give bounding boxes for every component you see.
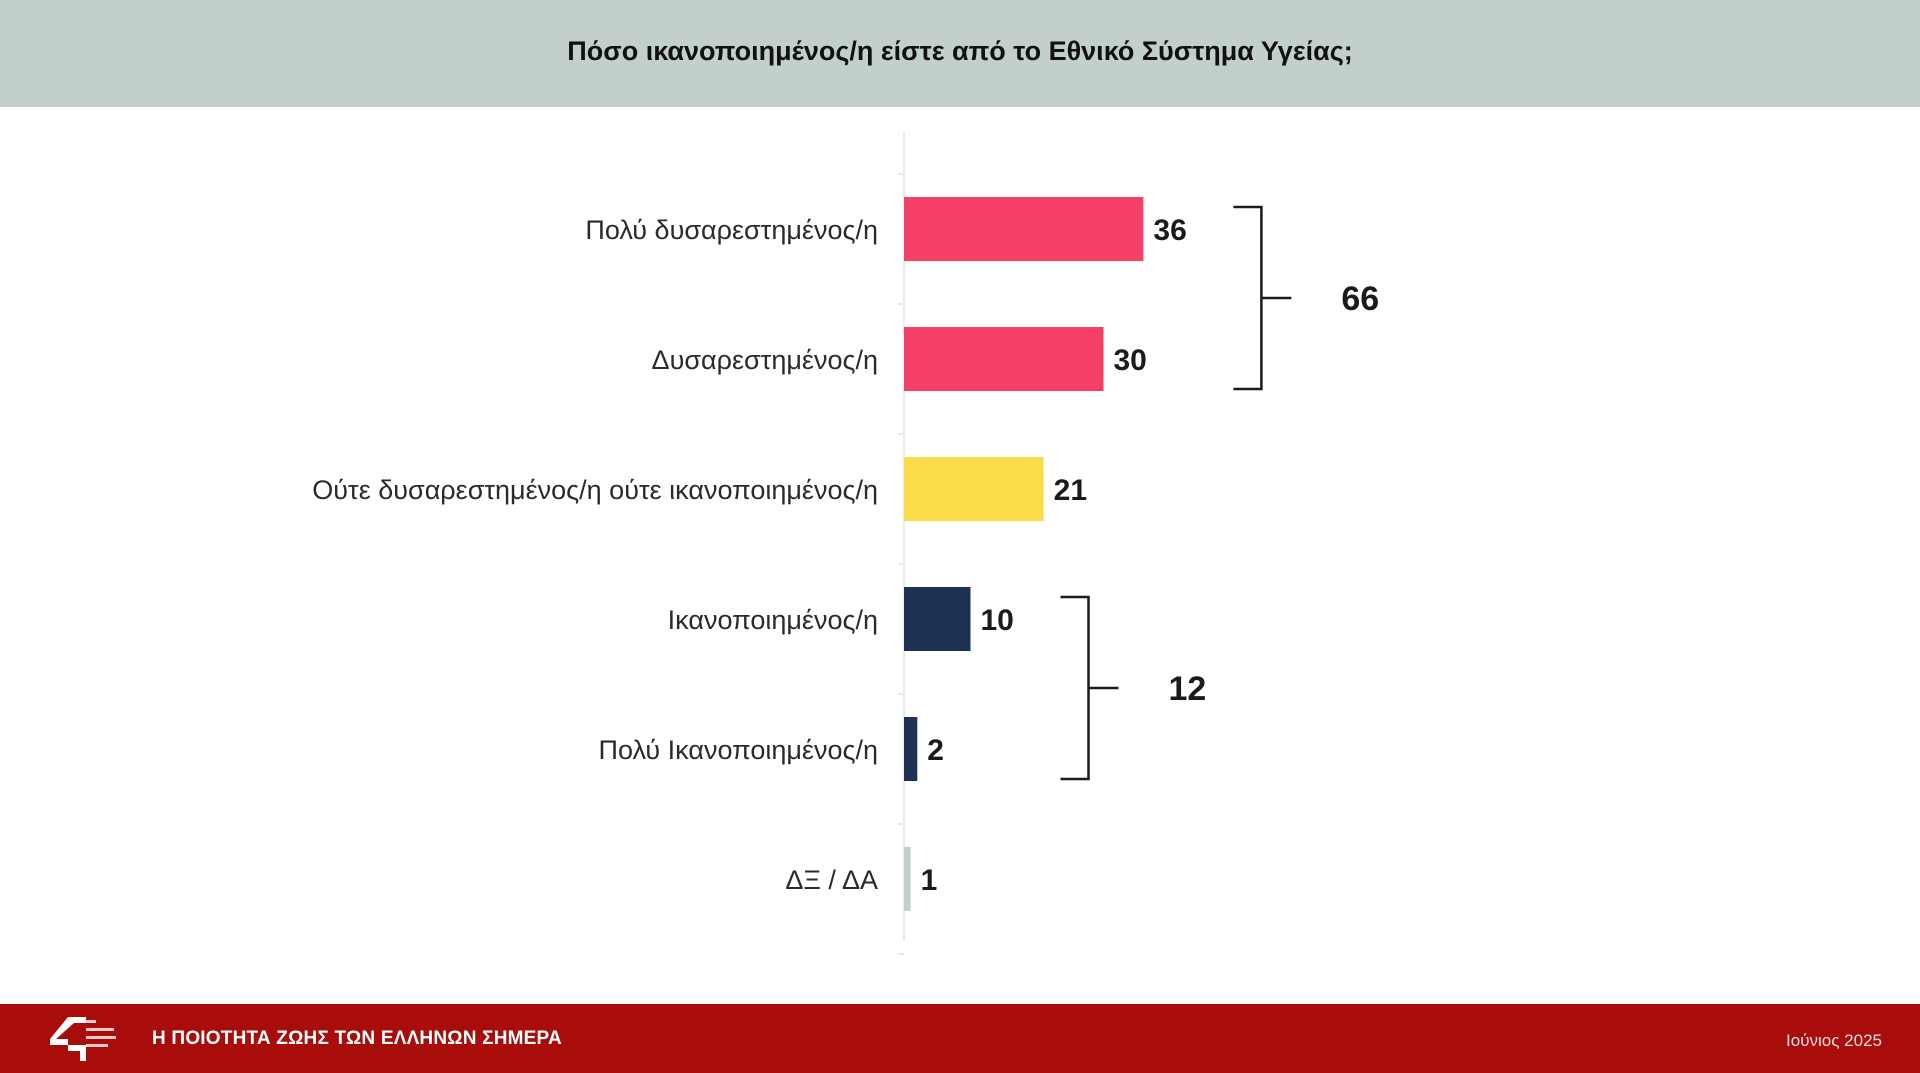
category-label: Ικανοποιημένος/η [668, 605, 878, 635]
footer-bar: Η ΠΟΙΟΤΗΤΑ ΖΩΗΣ ΤΩΝ ΕΛΛΗΝΩΝ ΣΗΜΕΡΑ Ιούνι… [0, 1004, 1920, 1073]
value-label: 21 [1054, 474, 1087, 507]
group-total-label: 12 [1169, 670, 1207, 708]
category-label: Δυσαρεστημένος/η [652, 345, 878, 375]
category-label: Πολύ δυσαρεστημένος/η [585, 215, 878, 245]
logo-wordmark [86, 1020, 122, 1054]
group-bracket [1060, 595, 1119, 781]
bar [904, 327, 1104, 391]
footer-title: Η ΠΟΙΟΤΗΤΑ ΖΩΗΣ ΤΩΝ ΕΛΛΗΝΩΝ ΣΗΜΕΡΑ [152, 1028, 562, 1049]
bar [904, 847, 911, 911]
value-label: 36 [1153, 214, 1186, 247]
value-label: 10 [981, 604, 1014, 637]
bar [904, 457, 1044, 521]
bar [904, 717, 918, 781]
chart-header: Πόσο ικανοποιημένος/η είστε από το Εθνικ… [0, 0, 1920, 107]
group-bracket [1233, 205, 1292, 391]
chart-title: Πόσο ικανοποιημένος/η είστε από το Εθνικ… [567, 36, 1353, 66]
bar [904, 587, 971, 651]
category-label: ΔΞ / ΔΑ [785, 865, 878, 895]
group-total-label: 66 [1341, 280, 1379, 318]
value-label: 2 [927, 734, 944, 767]
value-label: 30 [1114, 344, 1147, 377]
category-label: Πολύ Ικανοποιημένος/η [599, 735, 878, 765]
brand-logo-icon [50, 1017, 86, 1061]
bar [904, 197, 1144, 261]
category-label: Ούτε δυσαρεστημένος/η ούτε ικανοποιημένο… [312, 475, 878, 505]
footer-date: Ιούνιος 2025 [1786, 1031, 1882, 1050]
value-label: 1 [921, 864, 938, 897]
bar-chart: Πολύ δυσαρεστημένος/η 36 Δυσαρεστημένος/η 3… [312, 132, 1379, 955]
